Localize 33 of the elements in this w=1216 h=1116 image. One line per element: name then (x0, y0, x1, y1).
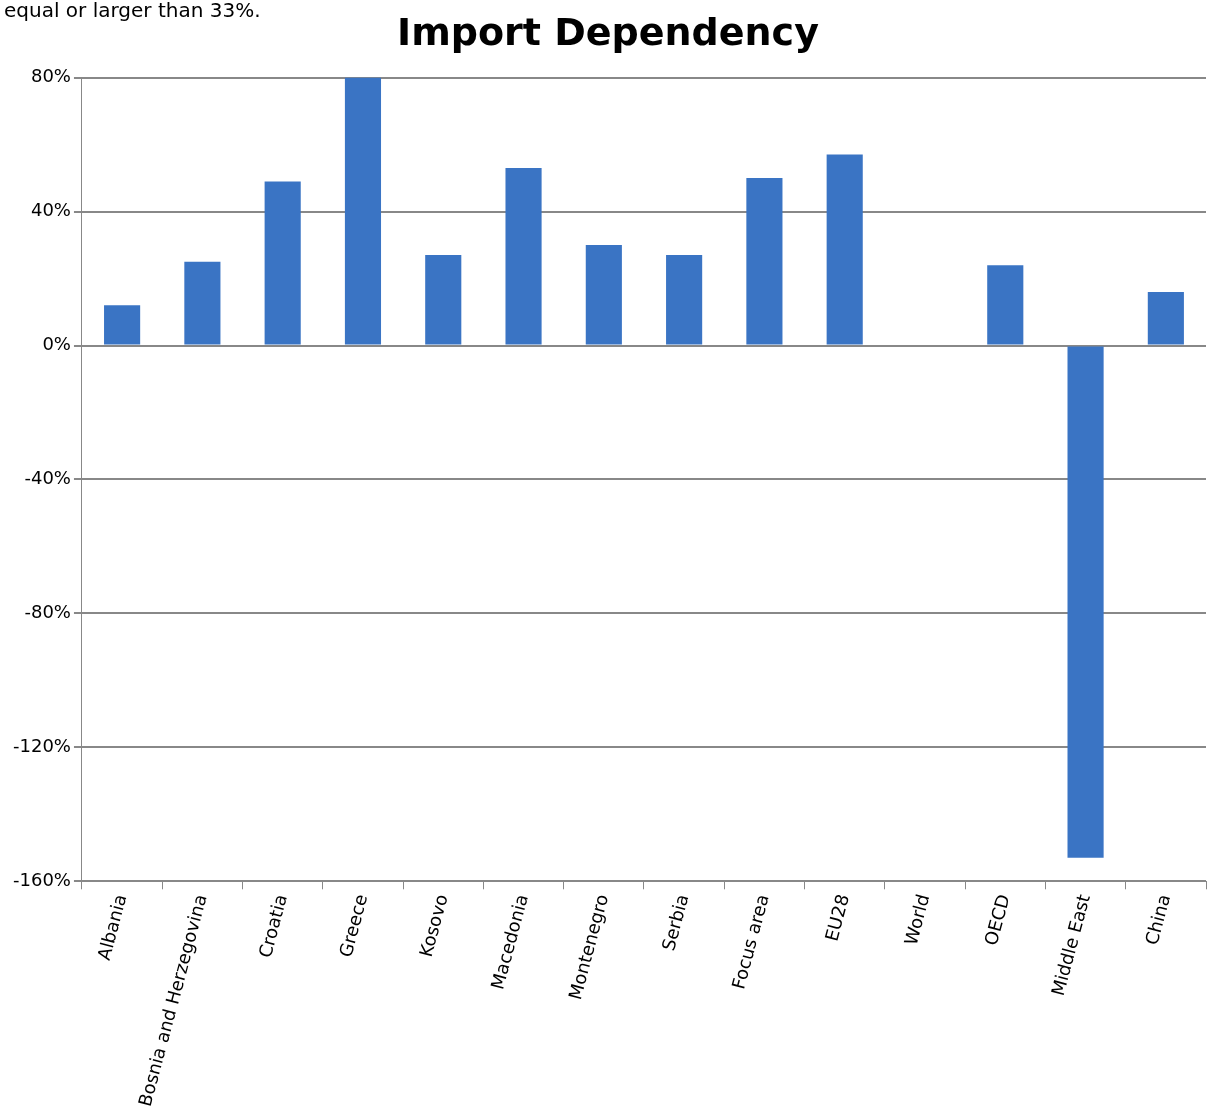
x-tick-label: Albania (92, 891, 131, 963)
bar (826, 154, 863, 345)
x-tick-label: Greece (334, 891, 372, 960)
bar (184, 261, 221, 345)
y-tick-label: -40% (24, 467, 71, 489)
y-tick-label: 40% (30, 199, 71, 221)
y-tick-label: -120% (12, 735, 71, 757)
x-tick-label: Serbia (657, 891, 693, 953)
bar (987, 265, 1024, 345)
bar (1147, 291, 1184, 345)
chart-title: Import Dependency (397, 9, 820, 54)
x-tick-label: China (1140, 891, 1175, 948)
x-tick-label: Croatia (254, 891, 292, 960)
bar (505, 168, 542, 345)
bar (344, 77, 382, 345)
bar (746, 178, 783, 345)
x-tick-label: World (899, 891, 934, 948)
bar (585, 245, 622, 345)
x-tick-label: Kosovo (414, 891, 452, 960)
bar (666, 255, 703, 345)
x-tick-label: OECD (979, 891, 1014, 948)
x-tick-label: EU28 (820, 891, 854, 944)
y-tick-label: 0% (42, 333, 71, 355)
bar (425, 255, 462, 345)
y-tick-label: -160% (12, 868, 71, 890)
bar (264, 181, 301, 345)
x-tick-label: Focus area (727, 891, 773, 992)
y-tick-label: -80% (24, 601, 71, 623)
bar (1067, 346, 1104, 858)
x-tick-label: Middle East (1046, 891, 1094, 998)
y-tick-label: 80% (30, 65, 71, 87)
bar (104, 305, 141, 345)
text: equal or larger than 33%. (4, 0, 261, 23)
